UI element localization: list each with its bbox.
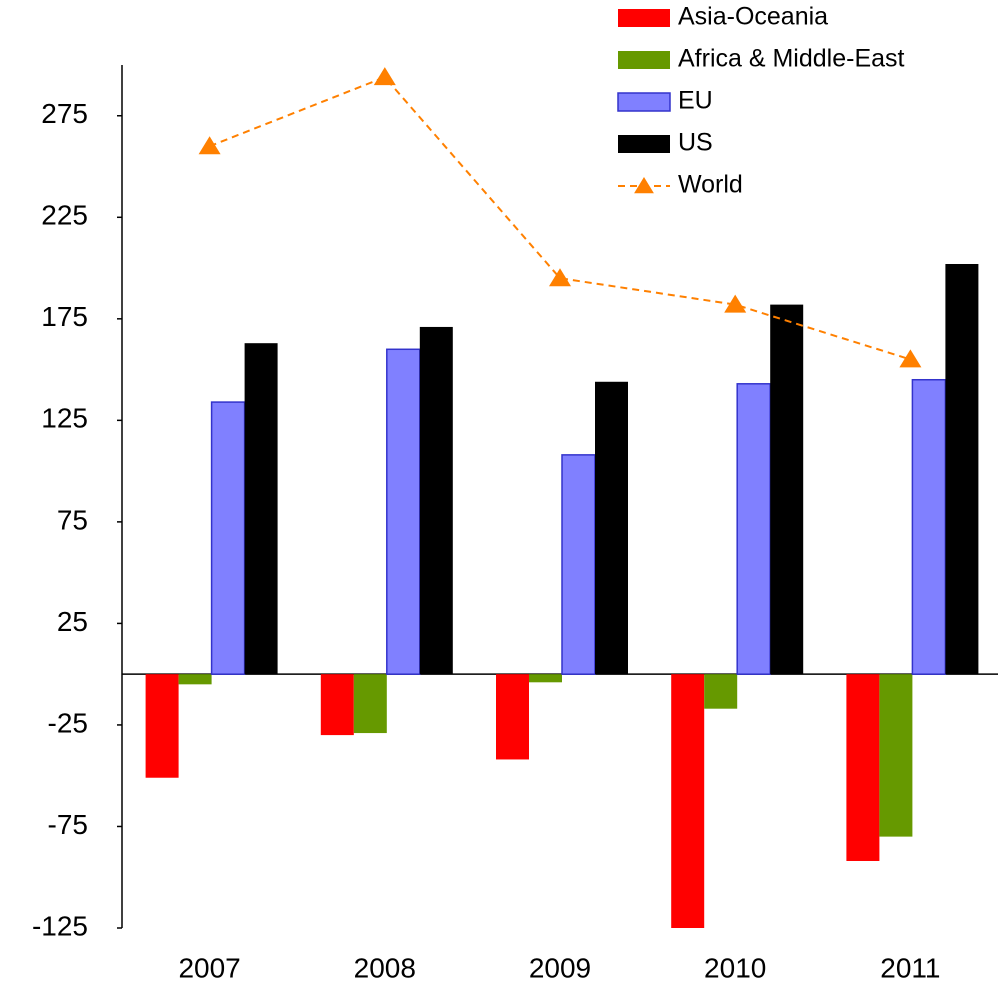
line-marker [899, 349, 922, 368]
y-tick-label: 75 [57, 504, 88, 535]
y-tick-label: 225 [41, 200, 88, 231]
y-tick-label: -125 [32, 910, 88, 941]
y-tick-label: 175 [41, 301, 88, 332]
legend-label: Asia-Oceania [678, 3, 828, 31]
bar [145, 674, 179, 778]
legend-label: EU [678, 87, 713, 115]
bar [704, 674, 738, 709]
line-marker [549, 268, 571, 287]
bar [911, 378, 947, 675]
bar [320, 674, 354, 736]
bar [846, 674, 880, 861]
bar [770, 304, 804, 675]
y-tick-label: -25 [48, 707, 88, 738]
bar [178, 674, 212, 685]
bar [244, 343, 278, 675]
y-tick-label: 25 [57, 606, 88, 637]
x-tick-label: 2009 [529, 952, 591, 983]
bar [386, 348, 421, 675]
y-tick-label: 275 [41, 98, 88, 129]
legend-swatch [618, 135, 670, 153]
x-tick-label: 2007 [178, 952, 240, 983]
line-marker [724, 294, 747, 313]
bar [736, 383, 771, 675]
y-tick-label: -75 [48, 809, 88, 840]
bar [529, 674, 562, 683]
bar [496, 674, 529, 760]
line [209, 75, 911, 361]
legend-swatch [617, 92, 671, 112]
x-tick-label: 2011 [880, 952, 940, 983]
x-tick-label: 2008 [354, 952, 416, 983]
legend-label: Africa & Middle-East [678, 45, 905, 73]
bar [561, 454, 596, 675]
legend-label: World [678, 171, 743, 199]
bar [419, 326, 453, 675]
y-tick-label: 125 [41, 403, 88, 434]
line-marker [198, 136, 221, 155]
bar [945, 263, 979, 675]
legend-label: US [678, 129, 713, 157]
x-tick-label: 2010 [704, 952, 766, 983]
legend-marker [634, 177, 654, 194]
bar [879, 674, 913, 837]
bar [671, 674, 705, 928]
line-marker [373, 67, 396, 86]
legend-swatch [618, 51, 670, 69]
bar [210, 401, 246, 675]
bar [353, 674, 387, 734]
bar [595, 381, 628, 675]
legend-swatch [618, 9, 670, 27]
